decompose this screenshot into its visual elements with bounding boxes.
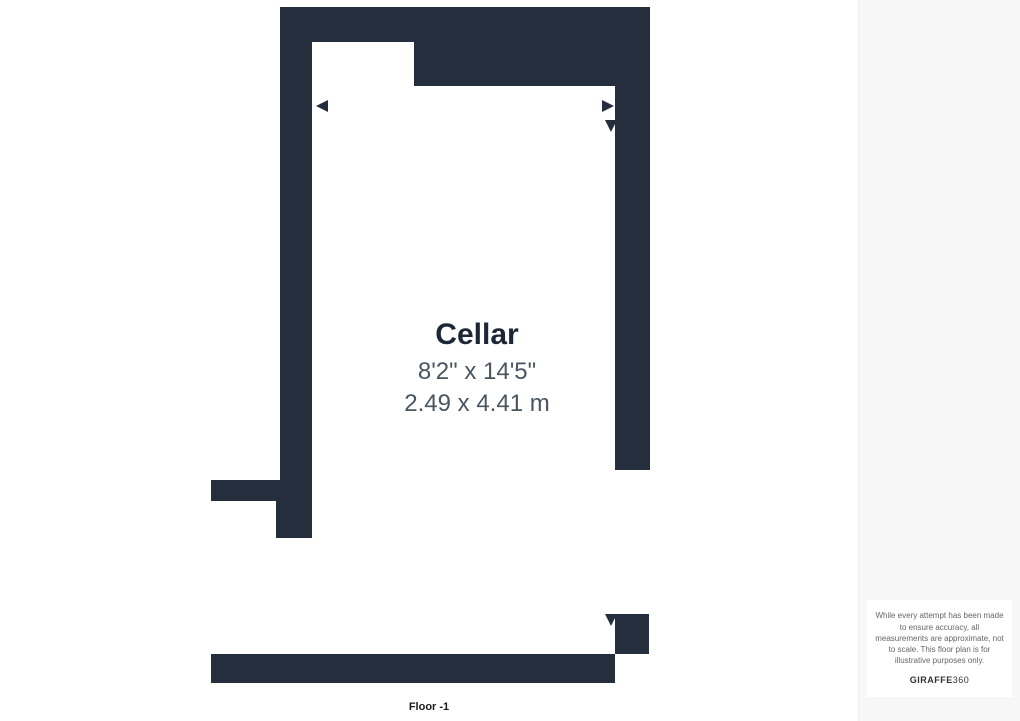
disclaimer-box: While every attempt has been made to ens… [867,600,1012,697]
floorplan-canvas: Cellar 8'2" x 14'5" 2.49 x 4.41 m Floor … [0,0,858,721]
arrow-left-icon [316,100,328,112]
room-dimensions-metric: 2.49 x 4.41 m [327,388,627,420]
wall-upper [211,7,650,538]
wall-lower [211,614,649,683]
brand-bold: GIRAFFE [910,675,953,685]
room-label: Cellar 8'2" x 14'5" 2.49 x 4.41 m [327,318,627,421]
disclaimer-text: While every attempt has been made to ens… [875,610,1004,666]
floor-label: Floor -1 [0,701,858,713]
room-dimensions-imperial: 8'2" x 14'5" [327,356,627,388]
sidebar: While every attempt has been made to ens… [858,0,1020,721]
brand-light: 360 [953,675,970,685]
arrow-right-icon [602,100,614,112]
brand-logo: GIRAFFE360 [875,674,1004,687]
room-name: Cellar [327,318,627,352]
